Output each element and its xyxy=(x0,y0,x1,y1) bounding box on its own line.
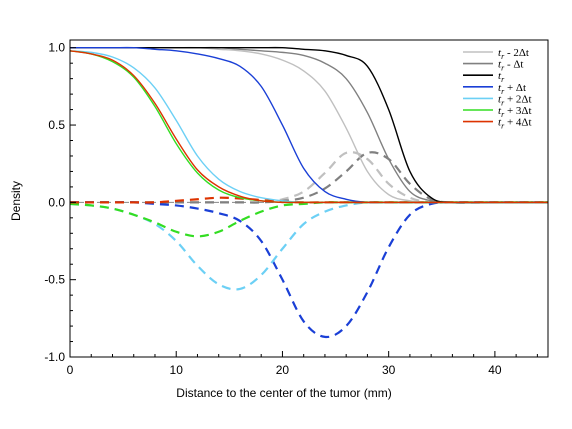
legend-label: tr - 2Δt xyxy=(498,47,529,61)
series-line-difference-6 xyxy=(70,196,548,204)
y-tick-label: 1.0 xyxy=(48,41,65,55)
legend-label: tr + Δt xyxy=(498,82,526,96)
legend-label: tr - Δt xyxy=(498,59,523,73)
y-axis-title: Density xyxy=(9,181,23,221)
y-tick-label: 0.0 xyxy=(48,195,65,209)
legend-entry: tr + 4Δt xyxy=(463,117,532,131)
y-tick-label: 0.5 xyxy=(48,118,65,132)
legend-label: tr + 3Δt xyxy=(498,105,532,119)
legend-entry: tr + 3Δt xyxy=(463,105,532,119)
series-line-density-6 xyxy=(70,50,548,204)
x-tick-label: 20 xyxy=(276,363,290,377)
axes-layer: 0 10 20 30 40 -1.0 -0.5 0.0 0.5 1.0 xyxy=(44,39,549,377)
series-line-difference-4 xyxy=(70,201,548,291)
x-tick-label: 40 xyxy=(488,363,502,377)
legend-entry: tr + 2Δt xyxy=(463,93,532,107)
legend-label: tr + 2Δt xyxy=(498,93,532,107)
legend-entry: tr + Δt xyxy=(463,82,526,96)
series-line-difference-0 xyxy=(70,151,548,204)
legend-entry: tr - 2Δt xyxy=(463,47,529,61)
plot-frame xyxy=(69,39,549,358)
x-tick-label: 30 xyxy=(382,363,396,377)
series-layer xyxy=(70,46,548,339)
legend-entry: tr - Δt xyxy=(463,59,523,73)
x-tick-label: 10 xyxy=(170,363,184,377)
y-tick-label: -1.0 xyxy=(44,350,65,364)
legend-label: tr xyxy=(498,70,505,84)
y-tick-label: -0.5 xyxy=(44,273,65,287)
legend-entry: tr xyxy=(463,70,505,84)
x-tick-label: 0 xyxy=(67,363,74,377)
series-line-difference-3 xyxy=(70,201,548,339)
x-axis-title: Distance to the center of the tumor (mm) xyxy=(176,386,391,400)
legend-label: tr + 4Δt xyxy=(498,117,532,131)
